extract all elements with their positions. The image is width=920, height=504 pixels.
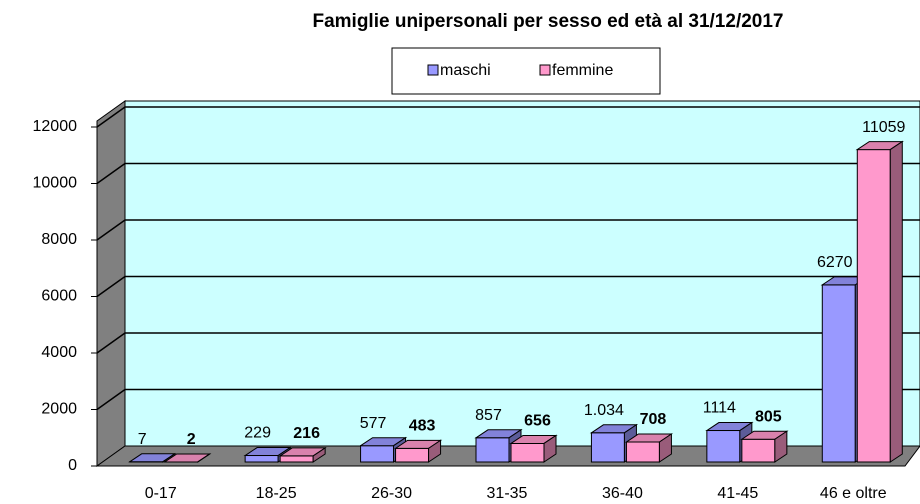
bar [509, 434, 558, 463]
grid-line [96, 275, 920, 298]
value-label: 1.034 [584, 402, 624, 419]
value-label: 7 [138, 431, 147, 448]
bar-face [428, 439, 442, 463]
bar-face [741, 438, 776, 463]
y-tick-label: 4000 [41, 344, 77, 361]
bar [624, 433, 674, 463]
value-label: 11059 [862, 119, 905, 136]
bar-face [475, 437, 510, 463]
bar-face [774, 430, 788, 463]
y-tick-label: 6000 [41, 288, 77, 305]
grid-line [96, 106, 920, 128]
x-tick-label: 31-35 [487, 485, 528, 502]
value-label: 6270 [817, 254, 853, 271]
bar [855, 140, 904, 463]
legend-swatch [539, 64, 551, 76]
legend-swatch [427, 64, 439, 76]
bar-face [197, 453, 211, 463]
chart-title: Famiglie unipersonali per sesso ed età a… [312, 11, 783, 32]
y-tick-label: 8000 [41, 231, 77, 248]
value-label: 656 [524, 413, 551, 430]
bar-face [543, 434, 557, 463]
bar-face [625, 441, 660, 463]
grid-line [96, 162, 920, 185]
x-tick-label: 18-25 [256, 485, 297, 502]
bar [393, 439, 443, 463]
legend-label: maschi [440, 62, 491, 79]
x-tick-label: 46 e oltre [820, 485, 887, 502]
bar-face [856, 149, 891, 463]
value-label: 2 [187, 431, 196, 448]
grid-line [96, 388, 920, 411]
legend-label: femmine [552, 62, 613, 79]
bar-face [244, 455, 279, 463]
value-label: 483 [409, 418, 436, 435]
x-tick-label: 36-40 [602, 485, 643, 502]
bar-face [590, 432, 625, 463]
bar-face [360, 445, 395, 463]
bar-face [279, 455, 314, 463]
x-tick-label: 41-45 [717, 485, 758, 502]
grid-line [96, 332, 920, 354]
bar [740, 430, 789, 463]
value-label: 229 [244, 425, 271, 442]
bar-face [510, 442, 545, 463]
bar-face [821, 284, 856, 463]
value-label: 1114 [703, 400, 736, 417]
y-tick-label: 10000 [33, 175, 78, 192]
back-wall [124, 100, 920, 447]
value-label: 708 [640, 411, 667, 428]
bar-face [706, 430, 741, 463]
side-wall [96, 100, 126, 467]
bar-face [312, 446, 326, 463]
value-label: 857 [475, 407, 502, 424]
x-tick-label: 0-17 [145, 485, 177, 502]
x-tick-label: 26-30 [371, 485, 412, 502]
value-label: 577 [360, 415, 387, 432]
y-tick-label: 0 [68, 457, 77, 474]
bar [163, 453, 212, 463]
bar-face [162, 452, 176, 463]
value-label: 216 [293, 425, 320, 442]
bar [278, 446, 327, 463]
grid-line [96, 219, 920, 241]
value-label: 805 [755, 408, 782, 425]
bar [128, 452, 177, 463]
y-tick-label: 12000 [33, 118, 78, 135]
bar-face [395, 447, 430, 463]
y-tick-label: 2000 [41, 401, 77, 418]
bar-face [658, 433, 672, 463]
bar-face [889, 140, 903, 463]
